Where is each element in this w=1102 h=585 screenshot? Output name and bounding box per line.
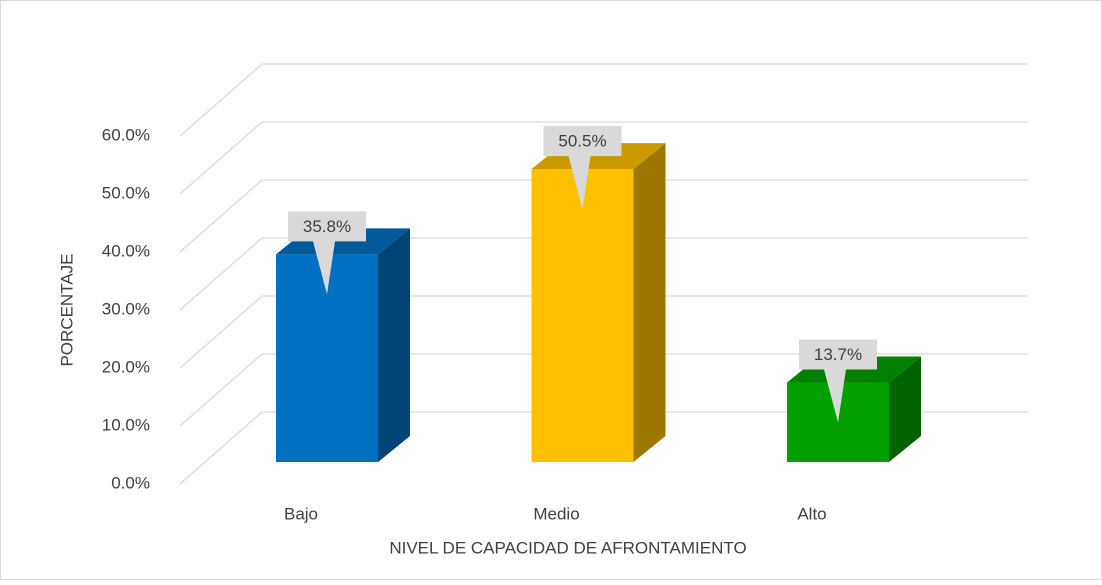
x-axis-title: NIVEL DE CAPACIDAD DE AFRONTAMIENTO <box>389 538 746 557</box>
x-tick-label: Bajo <box>284 504 318 523</box>
y-tick-label: 50.0% <box>102 183 150 202</box>
y-tick-label: 30.0% <box>102 299 150 318</box>
x-tick-label: Medio <box>533 504 579 523</box>
y-tick-label: 20.0% <box>102 357 150 376</box>
x-tick-label: Alto <box>797 504 826 523</box>
y-tick-label: 60.0% <box>102 125 150 144</box>
y-tick-label: 0.0% <box>111 473 150 492</box>
grid-line <box>179 411 1028 485</box>
data-label: 35.8% <box>303 217 351 236</box>
y-tick-label: 40.0% <box>102 241 150 260</box>
y-tick-label: 10.0% <box>102 415 150 434</box>
grid-line <box>179 237 1028 311</box>
grid-line <box>179 179 1028 253</box>
bar <box>531 169 634 462</box>
data-label-callout <box>543 126 622 210</box>
bar-side <box>633 143 666 462</box>
y-axis-title: PORCENTAJE <box>57 253 76 366</box>
data-label-callout <box>799 339 877 423</box>
data-label-callout <box>288 211 366 295</box>
grid-line <box>179 63 1028 137</box>
grid-line <box>179 353 1028 427</box>
bar-side <box>889 356 921 462</box>
grid-line <box>179 121 1028 195</box>
data-label: 13.7% <box>814 345 862 364</box>
data-label: 50.5% <box>558 132 606 151</box>
grid-line <box>179 295 1028 369</box>
bar-side <box>378 228 410 462</box>
